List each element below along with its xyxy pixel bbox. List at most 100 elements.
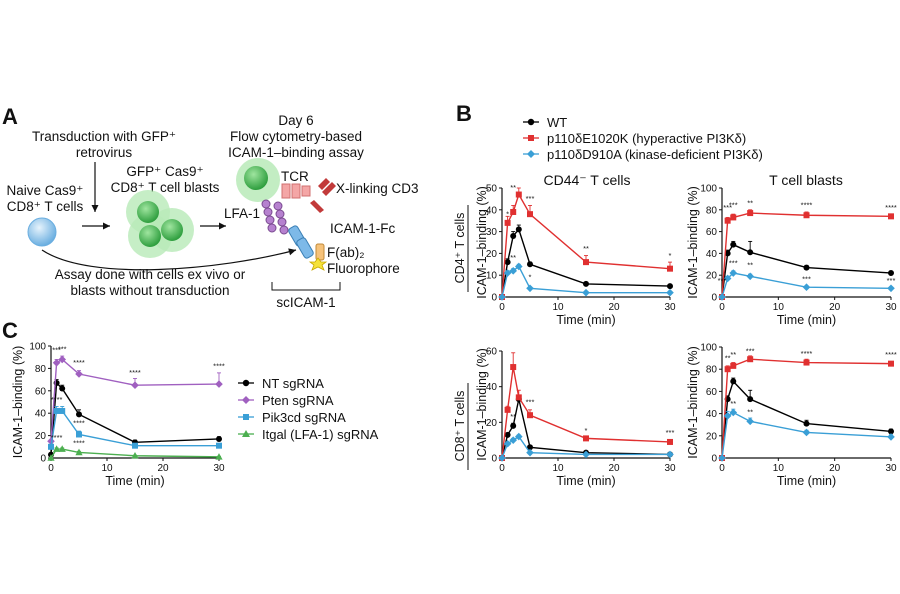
series-wt [719, 240, 894, 300]
x-tick-label: 20 [829, 302, 841, 313]
data-point [729, 269, 738, 277]
assay-title: Flow cytometry-based [230, 129, 362, 144]
series-line [721, 380, 892, 459]
naive-label: Naive Cas9⁺ [7, 183, 84, 198]
scicam-label: scICAM-1 [276, 295, 335, 310]
tcr-label: TCR [281, 169, 309, 184]
data-point [510, 208, 517, 215]
x-tick-label: 30 [885, 302, 897, 313]
significance-label: ** [583, 244, 589, 253]
data-point [131, 451, 139, 459]
data-point [730, 214, 737, 221]
data-point [666, 450, 674, 459]
data-point [747, 249, 754, 256]
data-point [718, 293, 726, 301]
significance-label: *** [746, 347, 755, 356]
data-point [216, 442, 222, 449]
significance-label: ** [747, 408, 753, 417]
data-point [76, 411, 82, 418]
data-point [724, 217, 731, 224]
significance-label: *** [718, 276, 727, 285]
chart-cd8-blasts: 0 20 40 60 80 100 0 10 20 30 Time (min) ICAM-1–bind… [686, 343, 897, 489]
data-point [667, 283, 673, 290]
transduction-text-2: retrovirus [76, 145, 133, 160]
data-point [75, 448, 83, 456]
blast-cells-icon [126, 190, 194, 258]
series-line [721, 358, 892, 459]
day-label: Day 6 [278, 113, 313, 128]
significance-label: **** [885, 350, 897, 359]
significance-label: *** [729, 258, 738, 267]
legend-item-nt: NT sgRNA [238, 376, 324, 391]
significance-label: *** [887, 276, 896, 285]
series-line [721, 272, 892, 298]
significance-label: * [585, 426, 588, 435]
series-itgal-lfa-1-sgrna [47, 445, 223, 461]
chart-cd4-blasts: 0 20 40 60 80 100 0 10 20 30 Time (min) ICAM-1–bind… [686, 184, 897, 328]
x-tick-label: 30 [885, 463, 897, 474]
y-tick-label: 40 [706, 249, 718, 260]
y-tick-label: 50 [486, 184, 498, 195]
significance-label: *** [802, 275, 811, 284]
panel-a-letter: A [2, 104, 18, 129]
ex-vivo-note-2: blasts without transduction [70, 283, 229, 298]
significance-label: **** [73, 439, 85, 448]
data-point [515, 191, 522, 198]
data-point [747, 210, 754, 217]
data-point [216, 435, 222, 442]
y-tick-label: 40 [706, 409, 718, 420]
x-axis-title: Time (min) [556, 313, 615, 327]
icam-fc-icon [288, 225, 314, 259]
legend-kd: p110δD910A (kinase-deficient PI3Kδ) [547, 147, 763, 162]
col-title-blasts: T cell blasts [769, 172, 843, 188]
lfa1-label: LFA-1 [224, 206, 260, 221]
data-point [75, 370, 83, 378]
y-tick-label: 100 [700, 343, 717, 354]
x-axis-title: Time (min) [105, 474, 164, 488]
series-p110-d910a-kinase-deficient-pi3k [498, 262, 674, 301]
x-tick-label: 0 [719, 463, 725, 474]
chart-cd4-cd44neg: 0 10 20 30 40 50 0 10 20 30 Time (min) ICAM-1–bindi… [475, 183, 676, 327]
series-p110-d910a-kinase-deficient-pi3k [718, 269, 895, 301]
legend-pten: Pten sgRNA [262, 393, 334, 408]
anti-cd3-icon [310, 178, 336, 213]
significance-label: ** [510, 412, 516, 421]
data-point [746, 417, 754, 426]
series-line [721, 212, 892, 298]
data-point [803, 264, 810, 271]
data-point [503, 439, 512, 448]
y-tick-label: 40 [35, 409, 47, 420]
significance-label: **** [51, 395, 63, 404]
data-point [723, 412, 732, 420]
significance-label: *** [52, 346, 61, 355]
data-point [215, 453, 223, 460]
x-tick-label: 20 [608, 463, 620, 474]
panel-c-legend: NT sgRNA Pten sgRNA Pik3cd sgRNA Itgal (… [238, 376, 379, 442]
data-point [730, 378, 737, 385]
data-point [888, 270, 894, 277]
significance-label: **** [801, 201, 813, 210]
panel-b-letter: B [456, 101, 472, 126]
data-point [504, 219, 511, 226]
x-axis-title: Time (min) [777, 474, 836, 488]
data-point [515, 262, 523, 271]
data-point [887, 433, 895, 441]
y-tick-label: 0 [491, 454, 497, 465]
series-line [721, 243, 892, 298]
y-tick-label: 30 [486, 227, 498, 238]
panel-c: C NT sgRNA Pten sgRNA Pik3cd sgRNA Itgal… [2, 318, 379, 442]
data-point [527, 444, 533, 451]
x-tick-label: 0 [499, 463, 505, 474]
series-line [721, 411, 892, 459]
y-tick-label: 80 [706, 205, 718, 216]
data-point [526, 448, 534, 457]
series-p110-d910a-kinase-deficient-pi3k [498, 432, 674, 462]
data-point [515, 226, 522, 233]
significance-label: **** [129, 368, 141, 377]
x-tick-label: 20 [608, 302, 620, 313]
data-point [58, 445, 66, 452]
y-axis-title: ICAM-1–binding (%) [686, 346, 700, 459]
icam-fc-label: ICAM-1-Fc [330, 221, 395, 236]
significance-label: **** [51, 433, 63, 442]
